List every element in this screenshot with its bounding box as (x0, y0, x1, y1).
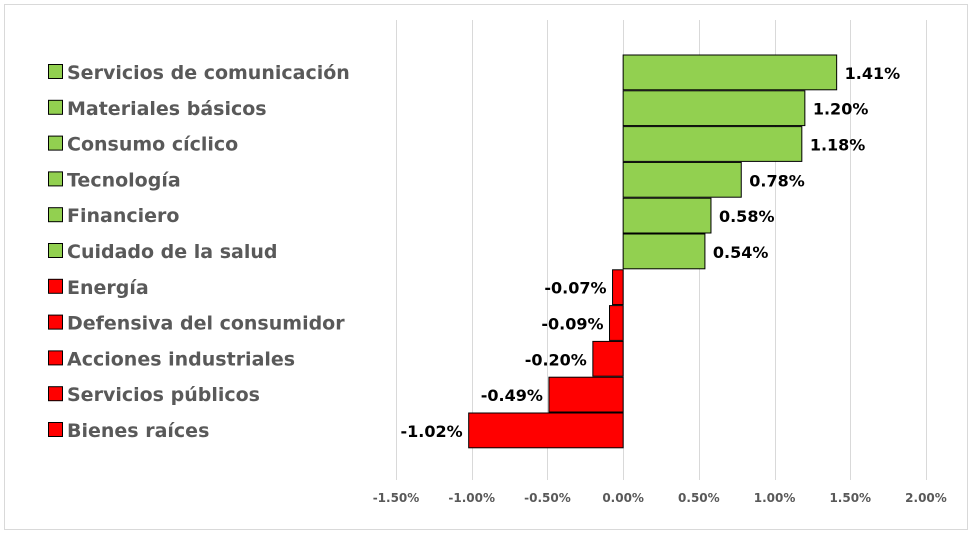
legend-swatch-3 (48, 171, 63, 187)
bar-9 (548, 376, 624, 413)
legend-label-9: Servicios públicos (67, 384, 260, 406)
data-labels: 1.41% 1.20% 1.18% 0.78% 0.58% 0.54% -0.07% -0.0… (401, 64, 901, 441)
x-tick-label-2: -0.50% (524, 491, 571, 505)
legend-swatch-10 (48, 422, 63, 437)
legend-swatch-0 (48, 64, 63, 79)
legend-label-4: Financiero (67, 205, 179, 227)
bar-5 (622, 233, 706, 270)
data-label-3: 0.78% (749, 171, 805, 190)
x-tick-label-0: -1.50% (373, 491, 420, 505)
x-axis-ticks: -1.50% -1.00% -0.50% 0.00% 0.50% 1.00% 1.50% 2.… (373, 491, 947, 505)
x-tick-label-7: 2.00% (905, 491, 947, 505)
bar-3 (622, 161, 742, 198)
data-label-9: -0.49% (481, 386, 543, 405)
legend: Servicios de comunicación Materiales bási… (48, 62, 350, 442)
legend-swatch-6 (48, 278, 63, 294)
data-label-2: 1.18% (810, 136, 866, 155)
bar-1 (622, 90, 806, 127)
bar-6 (612, 269, 624, 306)
legend-swatch-5 (48, 243, 63, 258)
legend-label-2: Consumo cíclico (67, 134, 238, 156)
legend-label-10: Bienes raíces (67, 420, 209, 442)
legend-swatch-4 (48, 207, 63, 223)
bar-4 (622, 197, 712, 234)
legend-label-5: Cuidado de la salud (67, 241, 278, 263)
legend-label-1: Materiales básicos (67, 98, 267, 120)
data-label-1: 1.20% (813, 100, 869, 119)
data-label-6: -0.07% (544, 279, 606, 298)
x-tick-label-4: 0.50% (678, 491, 720, 505)
data-label-5: 0.54% (713, 243, 769, 262)
x-tick-label-1: -1.00% (448, 491, 495, 505)
data-label-4: 0.58% (719, 207, 775, 226)
legend-swatch-7 (48, 314, 63, 330)
legend-swatch-2 (48, 135, 63, 151)
legend-label-8: Acciones industriales (67, 348, 295, 370)
bars (468, 54, 838, 449)
data-label-10: -1.02% (401, 422, 463, 441)
legend-swatch-1 (48, 99, 63, 115)
legend-swatch-8 (48, 350, 63, 366)
legend-swatch-9 (48, 386, 63, 402)
data-label-0: 1.41% (845, 64, 901, 83)
bar-10 (468, 412, 624, 449)
legend-label-0: Servicios de comunicación (67, 62, 350, 84)
legend-label-7: Defensiva del consumidor (67, 313, 345, 335)
x-tick-label-5: 1.00% (754, 491, 796, 505)
legend-label-3: Tecnología (67, 169, 181, 191)
bar-7 (609, 305, 624, 341)
x-tick-label-6: 1.50% (829, 491, 871, 505)
bar-0 (622, 54, 838, 91)
bar-2 (622, 126, 803, 162)
data-label-8: -0.20% (525, 350, 587, 369)
bar-8 (592, 340, 624, 377)
legend-label-6: Energía (67, 277, 149, 299)
x-tick-label-3: 0.00% (602, 491, 644, 505)
data-label-7: -0.09% (541, 315, 603, 334)
